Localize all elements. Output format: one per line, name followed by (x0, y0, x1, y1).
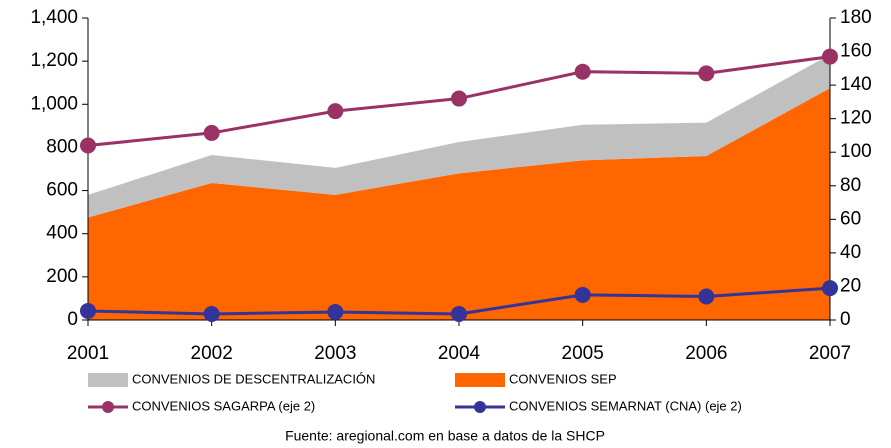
y2-tick-label: 180 (840, 7, 872, 28)
y2-tick-label: 160 (840, 41, 872, 62)
x-tick-label: 2001 (67, 343, 109, 364)
marker (80, 302, 96, 319)
y2-tick-label: 20 (840, 275, 861, 296)
y2-tick-label: 120 (840, 108, 872, 129)
y2-tick-label: 0 (840, 309, 851, 330)
marker (451, 90, 467, 107)
marker (327, 103, 344, 120)
marker (203, 305, 220, 322)
y-tick-label: 800 (46, 136, 78, 157)
legend-marker (474, 401, 486, 413)
x-tick-label: 2004 (438, 343, 481, 364)
y-tick-label: 0 (67, 309, 78, 330)
marker (698, 65, 715, 82)
area (88, 88, 830, 320)
y-tick-label: 400 (46, 223, 78, 244)
y2-tick-label: 80 (840, 175, 861, 196)
x-tick-label: 2007 (809, 343, 851, 364)
marker (80, 137, 96, 154)
x-tick-label: 2006 (685, 343, 727, 364)
area (88, 54, 830, 218)
marker (574, 63, 591, 80)
y2-tick-label: 40 (840, 242, 861, 263)
y-tick-label: 1,000 (30, 93, 78, 114)
marker (451, 305, 467, 322)
legend-swatch (455, 373, 505, 387)
legend-label: CONVENIOS SAGARPA (eje 2) (132, 398, 315, 413)
marker (698, 288, 715, 305)
y2-tick-label: 100 (840, 141, 872, 162)
legend-swatch (88, 373, 128, 387)
x-tick-label: 2002 (191, 343, 233, 364)
legend-marker (102, 401, 114, 413)
marker (203, 124, 220, 141)
legend-label: CONVENIOS SEMARNAT (CNA) (eje 2) (509, 398, 742, 413)
y2-tick-label: 60 (840, 208, 861, 229)
source-note: Fuente: aregional.com en base a datos de… (285, 428, 605, 444)
legend-label: CONVENIOS DE DESCENTRALIZACIÓN (132, 371, 375, 386)
marker (574, 286, 591, 303)
y-tick-label: 200 (46, 266, 78, 287)
x-tick-label: 2003 (314, 343, 356, 364)
marker (327, 303, 344, 320)
y-tick-label: 600 (46, 180, 78, 201)
y-tick-label: 1,400 (30, 7, 78, 28)
legend-label: CONVENIOS SEP (509, 371, 617, 386)
marker (822, 280, 838, 297)
x-tick-label: 2005 (562, 343, 604, 364)
marker (822, 48, 838, 65)
y2-tick-label: 140 (840, 74, 872, 95)
y-tick-label: 1,200 (30, 50, 78, 71)
